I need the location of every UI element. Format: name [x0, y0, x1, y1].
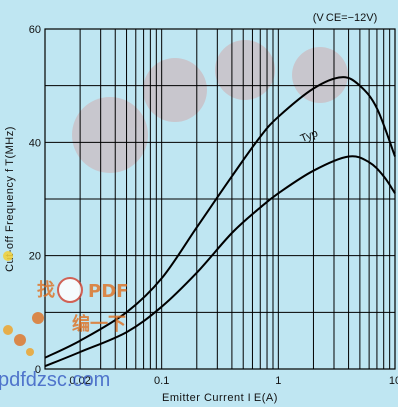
x-tick-label: 10	[389, 375, 398, 387]
x-axis-title: Emitter Current I E(A)	[162, 392, 278, 404]
watermark-dot-icon	[3, 251, 13, 261]
condition-label: (V CE=−12V)	[313, 12, 378, 24]
watermark-pdf: PDF	[88, 281, 128, 302]
x-tick-label: 1	[275, 375, 281, 387]
watermark-cn-1: 找	[37, 279, 55, 301]
watermark-cn-2: 编一下	[72, 313, 126, 335]
y-tick-label: 40	[29, 137, 41, 149]
watermark-logo: 找 PDF 编一下 pdfdzsc.com	[0, 251, 128, 391]
watermark-dot-icon	[3, 325, 13, 335]
watermark-dot-icon	[14, 334, 26, 346]
x-tick-label: 0.02	[69, 375, 90, 387]
y-tick-label: 0	[35, 364, 41, 376]
watermark-dot-icon	[32, 312, 44, 324]
y-axis-title: Cut-off Frequency f T(MHz)	[4, 126, 16, 272]
background-watermark	[72, 40, 348, 173]
x-tick-label: 0.1	[154, 375, 169, 387]
curves	[44, 76, 396, 368]
watermark-domain: pdfdzsc.com	[0, 369, 110, 391]
watermark-dot-icon	[26, 348, 34, 356]
y-tick-label: 20	[29, 251, 41, 263]
series-line-1	[44, 76, 396, 359]
y-tick-label: 60	[29, 24, 41, 36]
x-tick-labels: 0.02 0.1 1 10	[69, 375, 398, 387]
series-line-2	[44, 155, 396, 368]
y-tick-labels: 0 20 40 60	[29, 24, 41, 376]
pdf-icon	[57, 277, 83, 303]
